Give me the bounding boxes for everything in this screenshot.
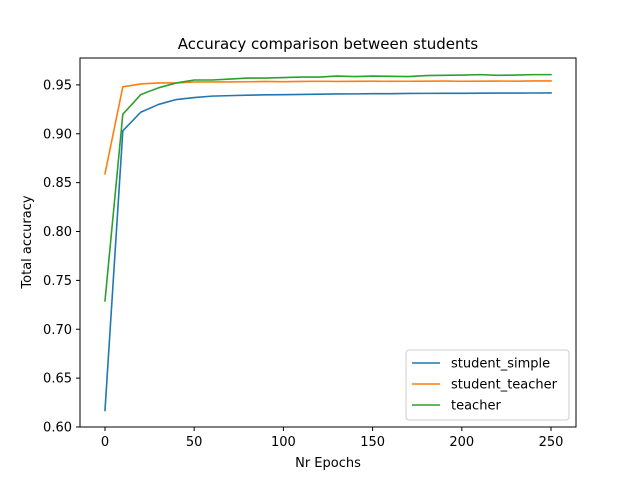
x-tick-label: 250 (539, 435, 564, 450)
legend-box (405, 349, 570, 421)
y-tick-label: 0.80 (43, 225, 72, 240)
x-tick-label: 200 (449, 435, 474, 450)
y-axis-ticks: 0.60 0.65 0.70 0.75 0.80 0.85 0.90 0.95 (43, 78, 80, 436)
legend-label-student-teacher: student_teacher (451, 378, 558, 393)
y-tick-label: 0.85 (43, 176, 72, 191)
series-line-teacher (104, 73, 552, 302)
y-tick-label: 0.90 (43, 127, 72, 142)
x-tick-label: 50 (186, 435, 203, 450)
x-axis-ticks: 0 50 100 150 200 250 (101, 427, 564, 450)
x-tick-label: 100 (271, 435, 296, 450)
y-tick-label: 0.75 (43, 274, 72, 289)
x-axis-label: Nr Epochs (295, 456, 361, 471)
series-line-student-simple (104, 92, 552, 412)
y-tick-label: 0.65 (43, 372, 72, 387)
x-tick-label: 150 (360, 435, 385, 450)
y-tick-label: 0.95 (43, 78, 72, 93)
y-tick-label: 0.70 (43, 323, 72, 338)
series-line-student-teacher (104, 80, 552, 175)
y-tick-label: 0.60 (43, 421, 72, 436)
plot-lines (104, 73, 552, 412)
y-axis-label: Total accuracy (20, 195, 35, 289)
plot-frame (79, 57, 577, 428)
legend-label-student-simple: student_simple (451, 357, 550, 372)
x-tick-label: 0 (101, 435, 109, 450)
legend-label-teacher: teacher (451, 399, 501, 414)
chart-title: Accuracy comparison between students (178, 35, 479, 53)
